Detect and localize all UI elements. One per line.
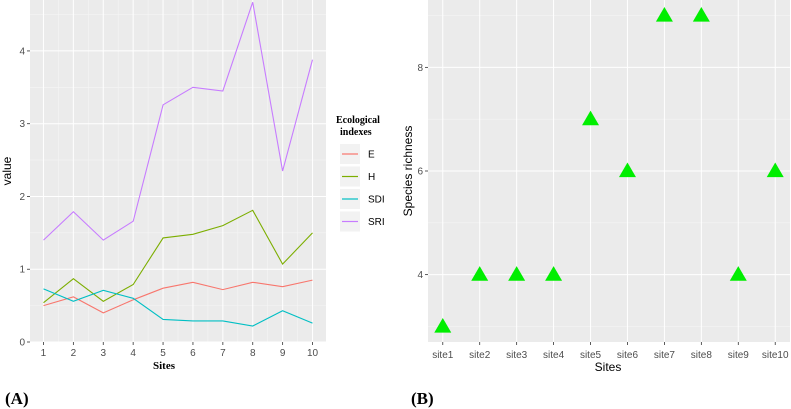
x-tick-label: 7 xyxy=(220,348,226,359)
chart-b-points xyxy=(434,7,784,333)
chart-a-x-ticks: 1 2 3 4 5 6 7 8 9 10 xyxy=(41,342,319,359)
point-site3 xyxy=(508,266,526,281)
point-site4 xyxy=(545,266,563,281)
x-tick-label-site8: site8 xyxy=(691,350,713,361)
chart-a-legend: Ecological indexes EH SDI SRI xyxy=(336,115,385,232)
chart-a-y-axis-title: value xyxy=(0,156,14,185)
chart-b-x-ticks: site1 site2 site3 site4 site5 site6 site7 site8… xyxy=(432,342,789,361)
legend-items: EH SDI SRI xyxy=(340,144,385,232)
legend-label-e: E xyxy=(368,150,375,161)
chart-b-y-axis-title: Species richness xyxy=(401,126,415,217)
x-tick-label: 6 xyxy=(190,348,196,359)
x-tick-label-site9: site9 xyxy=(728,350,750,361)
series-line-h xyxy=(43,209,313,304)
chart-b-y-ticks: 4 6 8 xyxy=(417,63,428,281)
chart-a-series xyxy=(43,2,314,327)
x-tick-label-site1: site1 xyxy=(432,350,454,361)
legend-label-sri: SRI xyxy=(368,217,385,228)
series-line-sri xyxy=(43,2,314,241)
y-tick-label: 4 xyxy=(417,270,423,281)
y-tick-label: 2 xyxy=(19,192,25,203)
x-tick-label: 5 xyxy=(160,348,166,359)
y-tick-label: 6 xyxy=(417,167,423,178)
y-tick-label: 1 xyxy=(19,265,25,276)
legend-label-sdi: SDI xyxy=(368,195,385,206)
x-tick-label-site3: site3 xyxy=(506,350,528,361)
y-tick-label: 4 xyxy=(19,46,25,57)
chart-b-x-axis-title: Sites xyxy=(595,360,622,374)
y-tick-label: 3 xyxy=(19,119,25,130)
chart-a-x-axis-title: Sites xyxy=(153,360,176,372)
legend-title-line2: indexes xyxy=(340,127,372,138)
y-tick-label: 0 xyxy=(19,338,25,349)
point-site1 xyxy=(434,317,452,333)
panel-label-a: (A) xyxy=(5,389,29,408)
x-tick-label-site6: site6 xyxy=(617,350,639,361)
chart-a-y-ticks: 0 1 2 3 4 xyxy=(19,46,30,349)
x-tick-label: 10 xyxy=(307,348,319,359)
point-site7 xyxy=(655,7,673,22)
legend-title-line1: Ecological xyxy=(336,115,380,126)
x-tick-label-site10: site10 xyxy=(762,350,789,361)
x-tick-label: 1 xyxy=(41,348,47,359)
chart-a: 1 2 3 4 5 6 7 8 9 10 0 1 2 3 4 Sites value Ecological… xyxy=(0,0,385,408)
x-tick-label-site5: site5 xyxy=(580,350,602,361)
y-tick-label: 8 xyxy=(417,63,423,74)
x-tick-label: 2 xyxy=(71,348,77,359)
series-line-sdi xyxy=(43,288,313,327)
x-tick-label: 4 xyxy=(130,348,136,359)
point-site9 xyxy=(729,266,747,281)
point-site10 xyxy=(766,162,784,178)
point-site8 xyxy=(692,7,710,22)
x-tick-label-site7: site7 xyxy=(654,350,676,361)
point-site5 xyxy=(582,110,600,126)
series-line-e xyxy=(43,279,313,314)
x-tick-label: 3 xyxy=(100,348,106,359)
x-tick-label-site4: site4 xyxy=(543,350,565,361)
panel-label-b: (B) xyxy=(411,389,434,408)
x-tick-label-site2: site2 xyxy=(469,350,491,361)
x-tick-label: 9 xyxy=(280,348,286,359)
point-site6 xyxy=(618,162,636,178)
legend-label-h: H xyxy=(368,172,375,183)
x-tick-label: 8 xyxy=(250,348,256,359)
chart-b: site1 site2 site3 site4 site5 site6 site7 site8… xyxy=(401,0,790,408)
point-site2 xyxy=(471,266,489,281)
